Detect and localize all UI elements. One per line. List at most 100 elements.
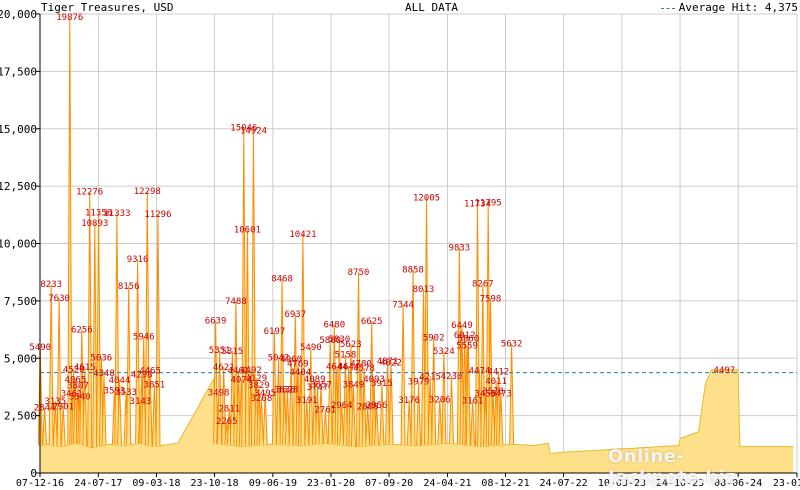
spike-value-label: 3849: [343, 381, 365, 391]
spike-value-label: 6480: [323, 320, 345, 330]
spike-mark: [60, 406, 66, 447]
spike-mark: [279, 278, 285, 445]
spike-value-label: 6449: [451, 321, 473, 331]
spike-value-label: 2964: [331, 401, 353, 411]
spike-value-label: 4769: [287, 360, 309, 370]
spike-mark: [141, 336, 147, 445]
spike-value-label: 3979: [408, 378, 430, 388]
spike-value-label: 5042: [268, 353, 290, 363]
spike-mark: [114, 212, 120, 446]
y-tick-label: 5,000: [4, 352, 37, 365]
spike-value-label: 2265: [216, 417, 238, 427]
spike-mark: [318, 384, 324, 444]
chart-title: Tiger Treasures, USD: [41, 1, 174, 14]
average-legend: Average Hit: 4,375: [660, 1, 798, 14]
spike-mark: [101, 373, 107, 446]
spike-value-label: 7598: [480, 295, 502, 305]
spike-mark: [155, 213, 161, 447]
spike-value-label: 3628: [277, 386, 299, 396]
spike-value-label: 8858: [402, 266, 424, 276]
spike-value-label: 3807: [67, 382, 89, 392]
spike-value-label: 4404: [290, 368, 312, 378]
spike-value-label: 12005: [413, 193, 440, 203]
spike-mark: [300, 233, 306, 446]
spike-value-label: 3495: [254, 389, 276, 399]
spike-mark: [431, 337, 437, 445]
spike-value-label: 5559: [456, 341, 478, 351]
spike-mark: [465, 338, 471, 446]
x-tick-label: 24-04-21: [423, 478, 471, 489]
spike-value-label: 7630: [48, 294, 70, 304]
spike-value-label: 3498: [208, 389, 230, 399]
spike-value-label: 9833: [449, 243, 471, 253]
spike-mark: [42, 407, 48, 445]
spike-value-label: 3268: [251, 394, 273, 404]
spike-value-label: 4497: [714, 366, 736, 376]
spike-value-label: 4644: [326, 362, 348, 372]
spike-mark: [304, 399, 310, 446]
spike-mark: [322, 409, 328, 444]
spike-value-label: 7344: [392, 300, 414, 310]
spike-value-label: 5902: [423, 334, 445, 344]
spike-value-label: 6937: [284, 310, 306, 320]
spike-mark: [262, 392, 268, 445]
spike-value-label: 3206: [429, 395, 451, 405]
spike-value-label: 4044: [109, 376, 131, 386]
spike-value-label: 4215: [419, 372, 441, 382]
spike-value-label: 5315: [222, 347, 244, 357]
spike-mark: [315, 386, 320, 444]
average-legend-label: Average Hit: 4,375: [678, 1, 798, 14]
spike-value-label: 3851: [144, 381, 166, 391]
data-labels: 5490 2844 8233 3135 7630 2901 19876 3461 4520406…: [29, 13, 735, 427]
spike-value-label: 3191: [296, 396, 318, 406]
spike-value-label: 5036: [91, 353, 113, 363]
spike-mark: [410, 269, 416, 446]
spike-value-label: 3578: [482, 387, 504, 397]
spike-mark: [258, 397, 264, 446]
spike-value-label: 4780: [350, 359, 372, 369]
y-tick-label: 15,000: [0, 123, 37, 136]
spike-mark: [147, 370, 153, 446]
spike-mark: [144, 190, 150, 446]
spike-value-label: 4065: [65, 376, 87, 386]
spike-value-label: 19876: [56, 13, 83, 23]
spike-value-label: 4578: [353, 364, 375, 374]
spike-value-label: 5632: [501, 340, 523, 350]
spike-value-label: 4089: [304, 375, 326, 385]
spike-value-label: 14924: [240, 126, 267, 136]
spike-mark: [379, 383, 385, 445]
x-tick-label: 24-10-23: [656, 478, 704, 489]
spike-value-label: 3473: [490, 389, 512, 399]
spike-mark: [276, 357, 281, 445]
spike-mark: [480, 283, 486, 447]
spike-mark: [427, 376, 433, 445]
spike-value-label: 4474: [469, 366, 491, 376]
spike-mark: [244, 229, 250, 447]
spike-value-label: 4492: [240, 366, 262, 376]
spike-mark: [48, 284, 54, 445]
spike-value-label: 2811: [218, 404, 240, 414]
spike-mark: [284, 389, 290, 445]
baseline-area-fill: [40, 369, 794, 473]
spike-value-label: 2901: [52, 402, 74, 412]
spike-value-label: 2889: [357, 403, 379, 413]
x-tick-label: 08-06-24: [714, 478, 762, 489]
spike-value-label: 4230: [441, 372, 463, 382]
spike-value-label: 5860: [457, 335, 479, 345]
spike-value-label: 3135: [44, 397, 66, 407]
spike-value-label: 4621: [213, 363, 235, 373]
x-tick-label: 07-09-20: [365, 478, 413, 489]
spike-value-label: 6012: [454, 331, 476, 341]
spike-value-label: 4412: [488, 368, 510, 378]
spike-mark: [406, 400, 412, 446]
spike-mark: [87, 191, 93, 447]
spike-value-label: 5158: [335, 351, 357, 361]
watermark: Online-Jackpots.biz: [608, 446, 737, 488]
spike-mark: [288, 359, 294, 446]
spike-value-label: 11333: [103, 209, 130, 219]
spike-value-label: 2761: [315, 406, 337, 416]
spike-mark: [135, 259, 141, 444]
x-tick-label: 23-01-25: [773, 478, 800, 489]
spike-value-label: 12276: [76, 187, 103, 197]
spike-value-label: 3161: [462, 396, 484, 406]
